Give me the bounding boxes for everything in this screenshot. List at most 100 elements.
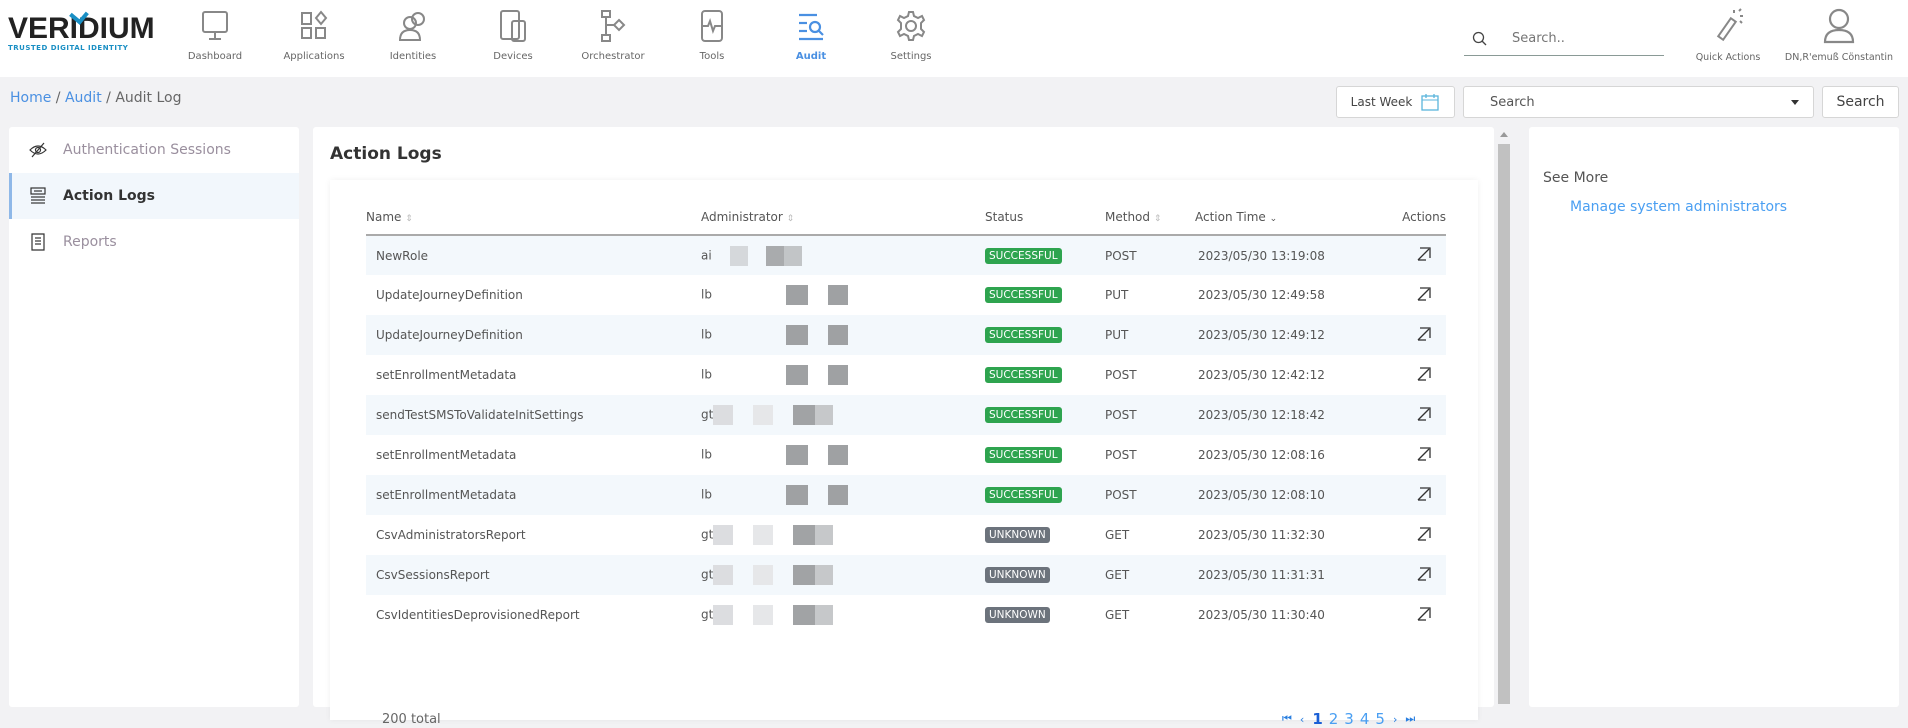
devices-icon [500, 10, 526, 42]
cell-status: SUCCESSFUL [985, 275, 1105, 315]
manage-admins-link[interactable]: Manage system administrators [1570, 199, 1788, 215]
table-row[interactable]: UpdateJourneyDefinition lb SUCCESSFUL PU… [366, 275, 1446, 315]
nav-label: Dashboard [187, 51, 243, 62]
calendar-icon [1421, 94, 1439, 111]
user-menu[interactable]: DN,R'emuß Cönstantin [1776, 0, 1902, 63]
cell-action-time: 2023/05/30 12:49:58 [1198, 288, 1325, 302]
nav-tools[interactable]: Tools [662, 0, 762, 77]
cell-action-time: 2023/05/30 11:31:31 [1195, 555, 1395, 595]
open-details-icon[interactable] [1416, 566, 1432, 582]
cell-method: POST [1105, 475, 1195, 515]
cell-administrator: gt [701, 395, 985, 435]
cell-administrator: gt [701, 515, 985, 555]
page-5[interactable]: 5 [1375, 710, 1385, 728]
cell-administrator: lb [701, 355, 985, 395]
column-action-time[interactable]: Action Time ⌄ [1195, 200, 1395, 236]
main-scrollbar[interactable] [1497, 130, 1511, 704]
cell-status: SUCCESSFUL [985, 395, 1105, 435]
column-name[interactable]: Name ⇕ [366, 200, 701, 236]
global-search[interactable] [1464, 22, 1664, 56]
cell-name: setEnrollmentMetadata [376, 368, 517, 382]
flow-icon [601, 10, 626, 42]
admin-name: gt [701, 607, 714, 622]
open-details-icon[interactable] [1416, 606, 1432, 622]
table-row[interactable]: setEnrollmentMetadata lb SUCCESSFUL POST… [366, 475, 1446, 515]
status-badge: SUCCESSFUL [985, 447, 1062, 463]
open-details-icon[interactable] [1416, 526, 1432, 542]
tools-icon [701, 10, 723, 42]
table-row[interactable]: setEnrollmentMetadata lb SUCCESSFUL POST… [366, 435, 1446, 475]
open-details-icon[interactable] [1416, 486, 1432, 502]
scrollbar-thumb[interactable] [1498, 144, 1510, 704]
sort-icon: ⇕ [786, 214, 795, 224]
quick-actions-button[interactable]: Quick Actions [1688, 0, 1768, 63]
page-4[interactable]: 4 [1359, 710, 1370, 728]
cell-name: CsvIdentitiesDeprovisionedReport [376, 608, 580, 622]
scroll-up-arrow[interactable] [1500, 132, 1508, 137]
column-method[interactable]: Method ⇕ [1105, 200, 1195, 236]
cell-name: CsvSessionsReport [366, 555, 701, 595]
table-row[interactable]: NewRole ai SUCCESSFUL POST 2023/05/30 13… [366, 235, 1446, 275]
nav-dashboard[interactable]: Dashboard [165, 0, 265, 77]
table-row[interactable]: CsvAdministratorsReport gt UNKNOWN GET 2… [366, 515, 1446, 555]
cell-name: UpdateJourneyDefinition [376, 288, 523, 302]
cell-administrator: lb [701, 315, 985, 355]
table-row[interactable]: UpdateJourneyDefinition lb SUCCESSFUL PU… [366, 315, 1446, 355]
breadcrumb-home[interactable]: Home [10, 90, 52, 106]
search-button[interactable]: Search [1822, 86, 1899, 118]
table-row[interactable]: CsvIdentitiesDeprovisionedReport gt UNKN… [366, 595, 1446, 635]
search-filter-select[interactable]: Search [1463, 86, 1814, 118]
open-details-icon[interactable] [1416, 326, 1432, 342]
last-page-icon[interactable]: ⏭ [1405, 712, 1416, 725]
prev-page-icon[interactable]: ‹ [1299, 712, 1305, 726]
next-page-icon[interactable]: › [1392, 712, 1398, 726]
see-more-panel: See More Manage system administrators [1529, 127, 1899, 707]
breadcrumb-audit[interactable]: Audit [64, 90, 102, 106]
column-administrator[interactable]: Administrator ⇕ [701, 200, 985, 236]
status-badge: UNKNOWN [985, 527, 1050, 543]
table-row[interactable]: sendTestSMSToValidateInitSettings gt SUC… [366, 395, 1446, 435]
cell-administrator: lb [701, 475, 985, 515]
nav-applications[interactable]: Applications [264, 0, 364, 77]
cell-administrator: lb [701, 435, 985, 475]
page-1[interactable]: 1 [1312, 710, 1323, 728]
open-details-icon[interactable] [1416, 366, 1432, 382]
sidebar-item-action-logs[interactable]: Action Logs [9, 173, 299, 219]
nav-devices[interactable]: Devices [463, 0, 563, 77]
sidebar-item-authentication-sessions[interactable]: Authentication Sessions [9, 127, 299, 173]
admin-name: lb [701, 487, 712, 502]
table-row[interactable]: setEnrollmentMetadata lb SUCCESSFUL POST… [366, 355, 1446, 395]
admin-name: gt [701, 407, 714, 422]
admin-name: gt [701, 527, 714, 542]
page-2[interactable]: 2 [1328, 710, 1339, 728]
nav-label: Identities [389, 51, 437, 62]
table-row[interactable]: CsvSessionsReport gt UNKNOWN GET 2023/05… [366, 555, 1446, 595]
report-icon [31, 233, 45, 251]
cell-action-time: 2023/05/30 13:19:08 [1195, 235, 1395, 275]
open-details-icon[interactable] [1416, 286, 1432, 302]
sidebar-item-label: Authentication Sessions [63, 142, 231, 158]
cell-method: PUT [1105, 315, 1195, 355]
user-name: DN,R'emuß Cönstantin [1784, 52, 1894, 63]
global-search-input[interactable] [1512, 31, 1652, 46]
top-bar: VERIDIUM TRUSTED DIGITAL IDENTITY Dashbo… [0, 0, 1908, 77]
sort-icon: ⇕ [1153, 214, 1162, 224]
cell-status: SUCCESSFUL [985, 315, 1105, 355]
nav-orchestrator[interactable]: Orchestrator [563, 0, 663, 77]
date-range-label: Last Week [1350, 95, 1413, 109]
nav-audit[interactable]: Audit [761, 0, 861, 77]
open-details-icon[interactable] [1416, 406, 1432, 422]
cell-action-time: 2023/05/30 12:42:12 [1198, 368, 1325, 382]
date-range-button[interactable]: Last Week [1336, 86, 1455, 118]
nav-settings[interactable]: Settings [861, 0, 961, 77]
first-page-icon[interactable]: ⏮ [1282, 712, 1292, 725]
veridium-logo[interactable]: VERIDIUM TRUSTED DIGITAL IDENTITY [8, 5, 158, 52]
breadcrumb-current: Audit Log [115, 90, 182, 106]
cell-actions [1395, 355, 1446, 395]
nav-identities[interactable]: Identities [363, 0, 463, 77]
cell-action-time: 2023/05/30 12:49:12 [1195, 315, 1395, 355]
open-details-icon[interactable] [1416, 446, 1432, 462]
page-3[interactable]: 3 [1344, 710, 1354, 728]
sidebar-item-reports[interactable]: Reports [9, 219, 299, 265]
open-details-icon[interactable] [1416, 246, 1432, 262]
